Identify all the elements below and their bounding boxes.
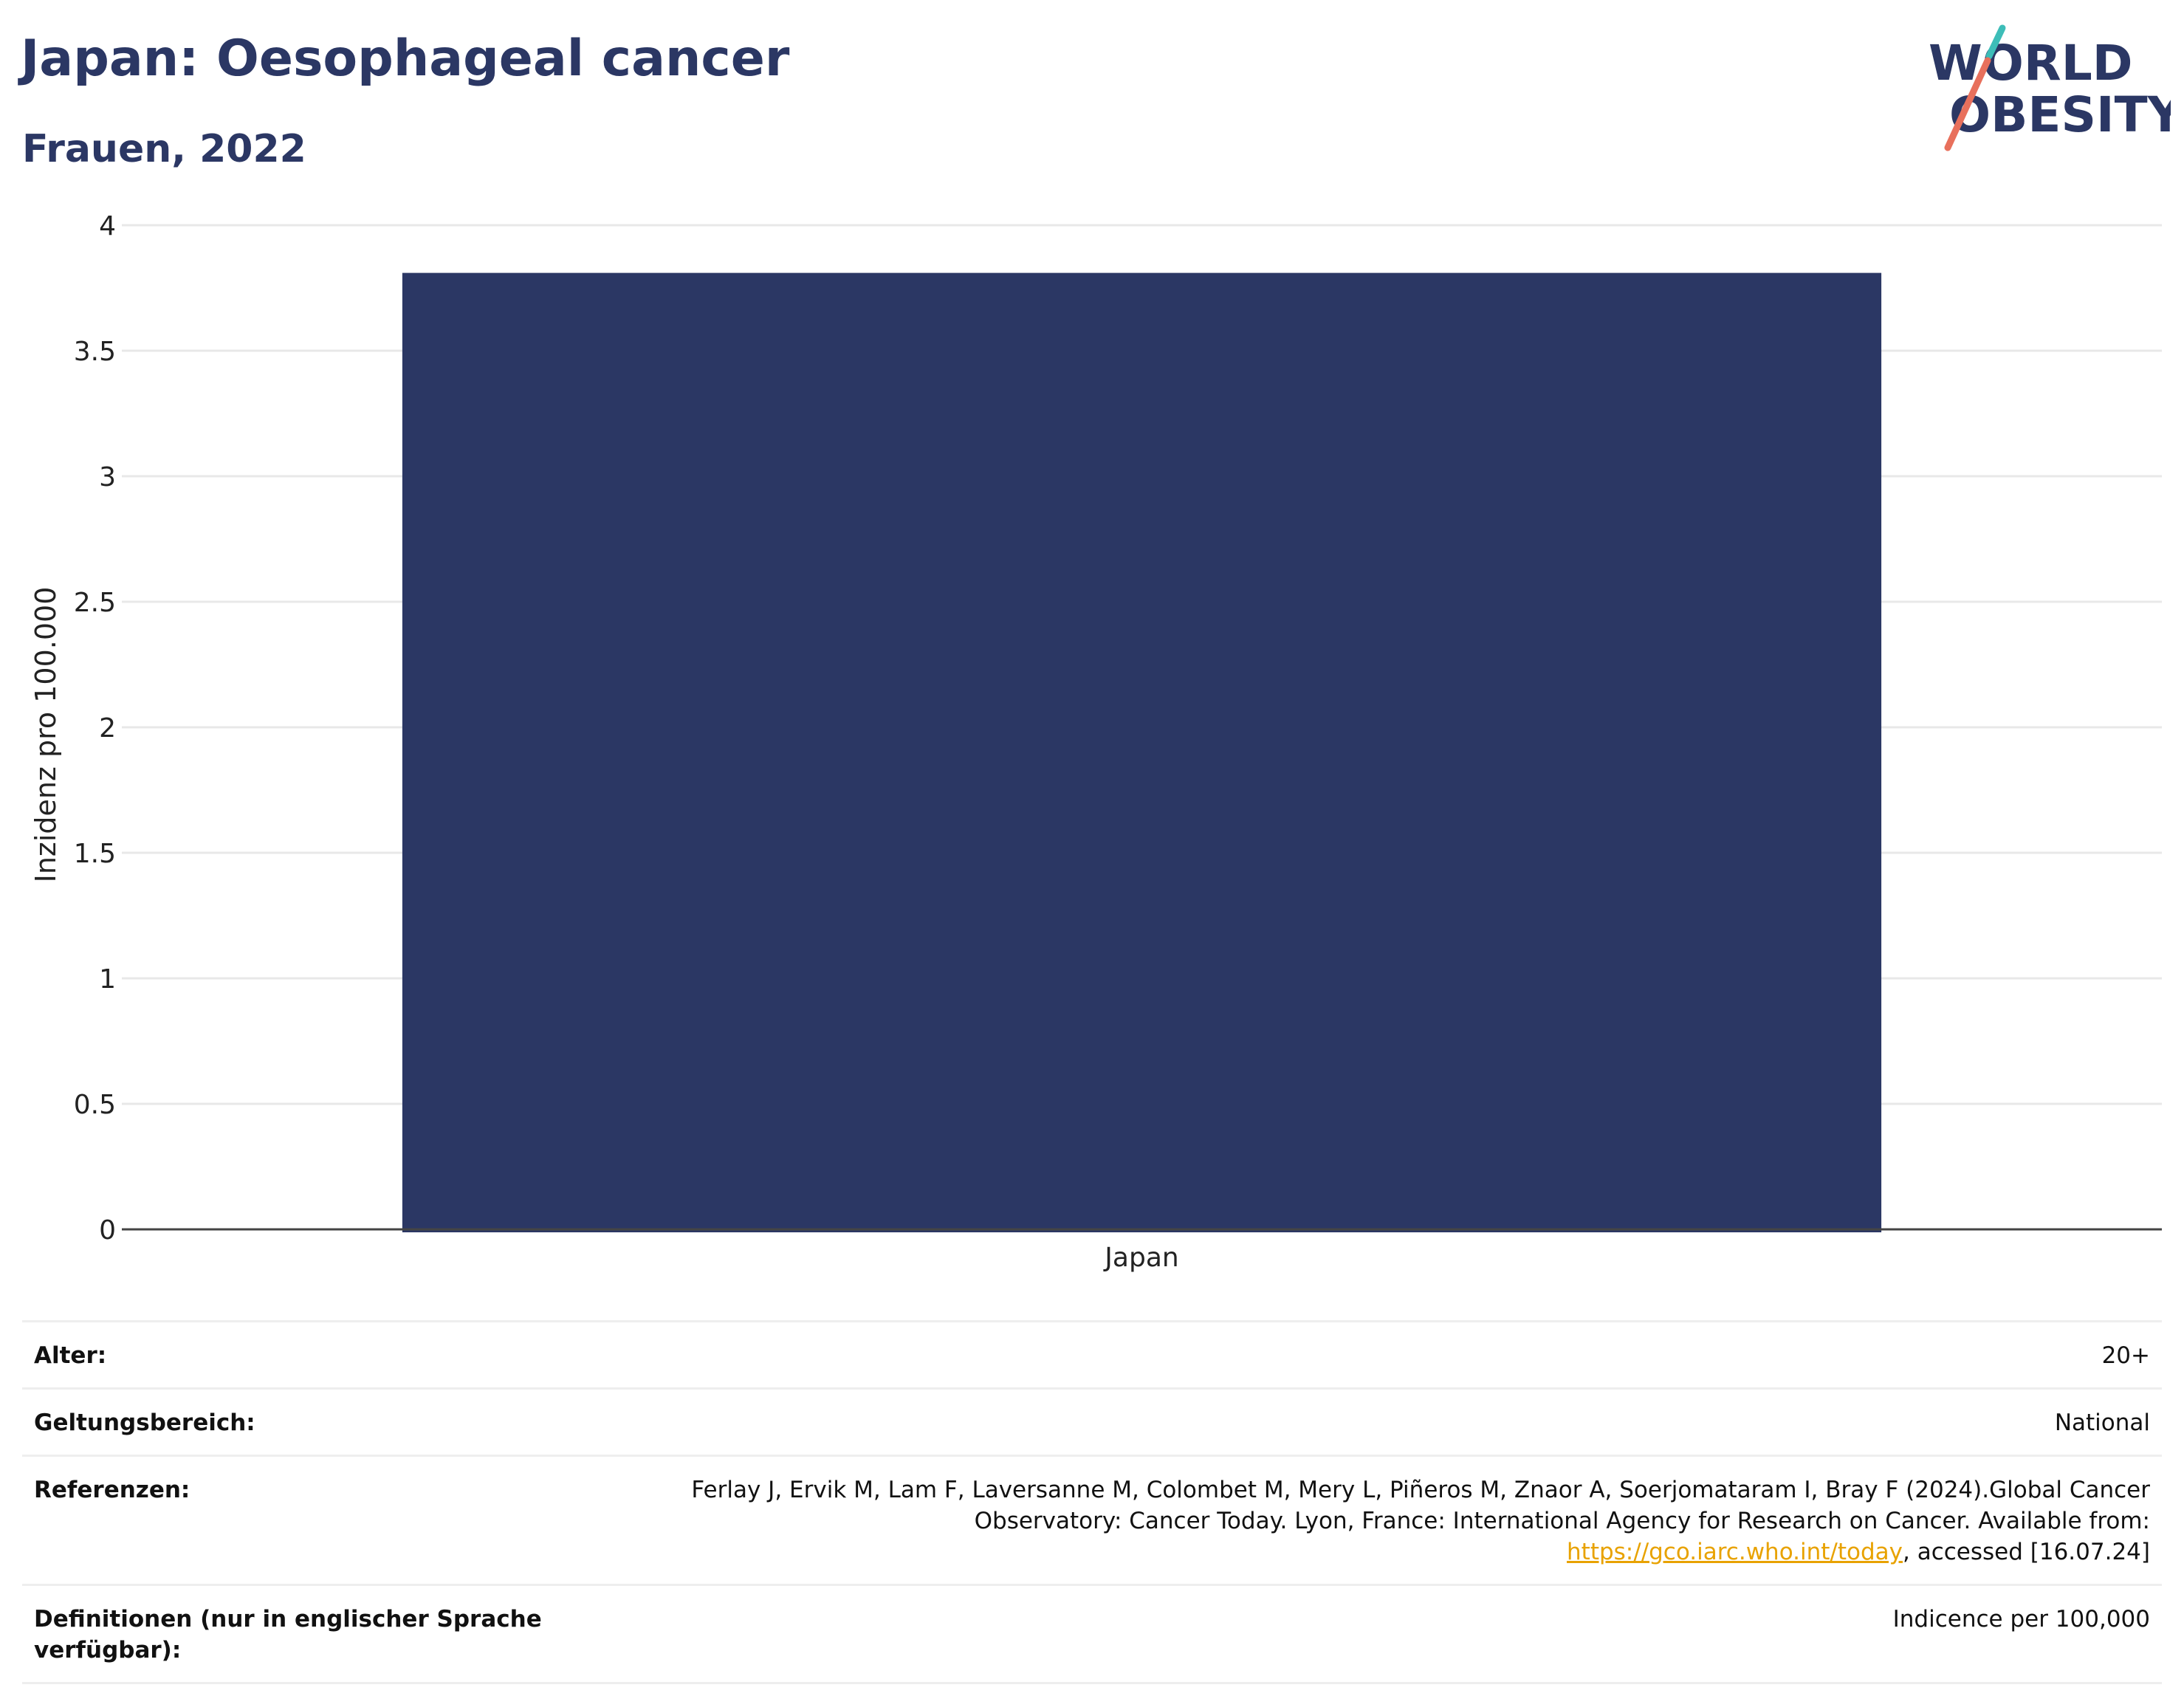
chart-title: Japan: Oesophageal cancer xyxy=(21,30,790,88)
y-tick-label: 3 xyxy=(99,462,116,492)
y-tick-label: 1.5 xyxy=(74,839,116,869)
info-label: Referenzen: xyxy=(34,1477,190,1503)
info-label: Geltungsbereich: xyxy=(34,1410,255,1436)
y-tick-label: 0 xyxy=(99,1215,116,1246)
reference-accessed: , accessed [16.07.24] xyxy=(1902,1539,2150,1565)
world-obesity-logo: WORLD OBESITY xyxy=(1929,24,2171,151)
info-value: National xyxy=(2054,1410,2150,1436)
y-tick-label: 1 xyxy=(99,964,116,995)
info-table: Alter: 20+ Geltungsbereich: National Ref… xyxy=(22,1320,2162,1684)
info-value: Indicence per 100,000 xyxy=(1892,1606,2150,1633)
info-value: Ferlay J, Ervik M, Lam F, Laversanne M, … xyxy=(673,1474,2150,1568)
reference-link[interactable]: https://gco.iarc.who.int/today xyxy=(1567,1539,1903,1565)
logo-text-obesity: OBESITY xyxy=(1949,86,2171,143)
info-label: Alter: xyxy=(34,1342,107,1369)
bar-japan xyxy=(402,272,1882,1233)
y-tick-label: 0.5 xyxy=(74,1090,116,1120)
info-row-age: Alter: 20+ xyxy=(22,1320,2162,1387)
y-tick-label: 2 xyxy=(99,713,116,744)
logo-slash-teal xyxy=(1985,24,2006,60)
y-tick-label: 3.5 xyxy=(74,337,116,367)
info-row-scope: Geltungsbereich: National xyxy=(22,1387,2162,1455)
info-row-references: Referenzen: Ferlay J, Ervik M, Lam F, La… xyxy=(22,1455,2162,1584)
x-tick-label: Japan xyxy=(1103,1243,1178,1273)
info-value: 20+ xyxy=(2101,1342,2150,1369)
info-label: Definitionen (nur in englischer Sprache … xyxy=(34,1606,542,1664)
info-row-definitions: Definitionen (nur in englischer Sprache … xyxy=(22,1584,2162,1684)
bar-chart: 0 0.5 1 1.5 2 2.5 3 3.5 4 Japan Inzidenz pro 100.0… xyxy=(30,211,2162,1273)
y-tick-label: 2.5 xyxy=(74,588,116,618)
logo-text-world: WORLD xyxy=(1929,35,2133,92)
y-tick-label: 4 xyxy=(99,211,116,241)
logo-slash-coral xyxy=(1944,57,1991,151)
y-axis-title: Inzidenz pro 100.000 xyxy=(30,587,62,883)
chart-subtitle: Frauen, 2022 xyxy=(22,127,306,171)
reference-text: Ferlay J, Ervik M, Lam F, Laversanne M, … xyxy=(691,1477,2150,1534)
